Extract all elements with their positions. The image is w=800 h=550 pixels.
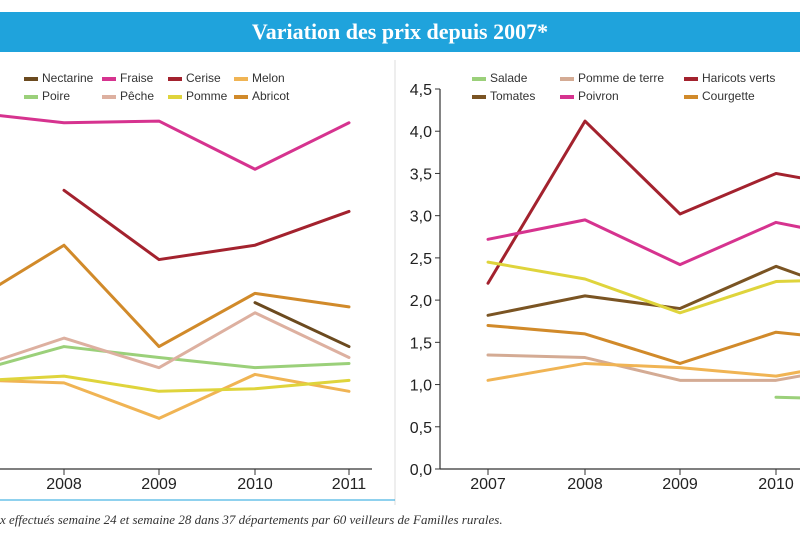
y-tick-label: 4,5 (410, 82, 432, 99)
y-tick-label: 0,0 (410, 462, 432, 479)
legend-label-tomates: Tomates (490, 89, 535, 103)
legend-swatch-courgette (684, 95, 698, 99)
legend-swatch-abricot (234, 95, 248, 99)
legend-swatch-nectarine (24, 77, 38, 81)
legend-swatch-fraise (102, 77, 116, 81)
legend-label-pomme-de-terre: Pomme de terre (578, 71, 664, 85)
series-line-courgette (486, 323, 800, 365)
legend-swatch-cerise (168, 77, 182, 81)
y-tick-label: 2,5 (410, 251, 432, 268)
legend-swatch-salade (472, 77, 486, 81)
y-tick-label: 3,5 (410, 166, 432, 183)
legend-label-nectarine: Nectarine (42, 71, 94, 85)
series-line-salade (774, 395, 800, 400)
series-line-melon (0, 372, 351, 420)
series-line-pomme-de-terre (486, 353, 800, 382)
x-tick-label: 2008 (567, 476, 603, 493)
y-tick-label: 1,0 (410, 378, 432, 395)
series-line-poivron (486, 218, 800, 267)
x-tick-label: 2011 (332, 476, 367, 493)
series-line-tomates (486, 264, 800, 317)
legend-swatch-pomme-de-terre (560, 77, 574, 81)
y-tick-label: 1,5 (410, 335, 432, 352)
legend-label-cerise: Cerise (186, 71, 221, 85)
legend-label-poivron: Poivron (578, 89, 619, 103)
legend-label-peche: Pêche (120, 89, 154, 103)
fruit-price-chart: 2008 2009 2010 2011 Nectarine Fraise Cerise Mel… (0, 71, 372, 493)
series-line-fraise (0, 114, 351, 171)
series-line-peche (0, 311, 351, 370)
legend-swatch-poire (24, 95, 38, 99)
vegetable-price-chart: 0,0 0,5 1,0 1,5 2,0 2,5 3,0 3,5 4,0 4,5 2007 2008 20… (410, 71, 800, 493)
series-line-jaune (486, 260, 800, 315)
series-line-haricots-verts (486, 119, 800, 285)
x-tick-label: 2009 (662, 476, 698, 493)
series-line-nectarine (253, 301, 351, 349)
legend-swatch-haricots-verts (684, 77, 698, 81)
x-tick-label: 2010 (758, 476, 794, 493)
legend-label-poire: Poire (42, 89, 70, 103)
series-line-poire (0, 345, 351, 370)
legend-swatch-pomme (168, 95, 182, 99)
legend-label-melon: Melon (252, 71, 285, 85)
legend-label-pomme: Pomme (186, 89, 228, 103)
legend-swatch-peche (102, 95, 116, 99)
legend-swatch-poivron (560, 95, 574, 99)
x-tick-label: 2008 (46, 476, 82, 493)
legend-swatch-tomates (472, 95, 486, 99)
y-tick-label: 2,0 (410, 293, 432, 310)
series-line-orange (486, 361, 800, 382)
y-tick-label: 4,0 (410, 124, 432, 141)
chart-title: Variation des prix depuis 2007* (0, 12, 800, 52)
footnote: x effectués semaine 24 et semaine 28 dan… (0, 512, 503, 527)
legend-label-fraise: Fraise (120, 71, 154, 85)
y-tick-label: 3,0 (410, 209, 432, 226)
legend-label-salade: Salade (490, 71, 528, 85)
x-tick-label: 2007 (470, 476, 506, 493)
series-line-abricot (0, 243, 351, 349)
x-tick-label: 2009 (141, 476, 177, 493)
legend-label-haricots-verts: Haricots verts (702, 71, 775, 85)
series-line-cerise (62, 188, 351, 262)
legend-label-abricot: Abricot (252, 89, 290, 103)
y-tick-label: 0,5 (410, 420, 432, 437)
legend-swatch-melon (234, 77, 248, 81)
series-line-pomme (0, 374, 351, 393)
legend-label-courgette: Courgette (702, 89, 755, 103)
x-tick-label: 2010 (237, 476, 273, 493)
